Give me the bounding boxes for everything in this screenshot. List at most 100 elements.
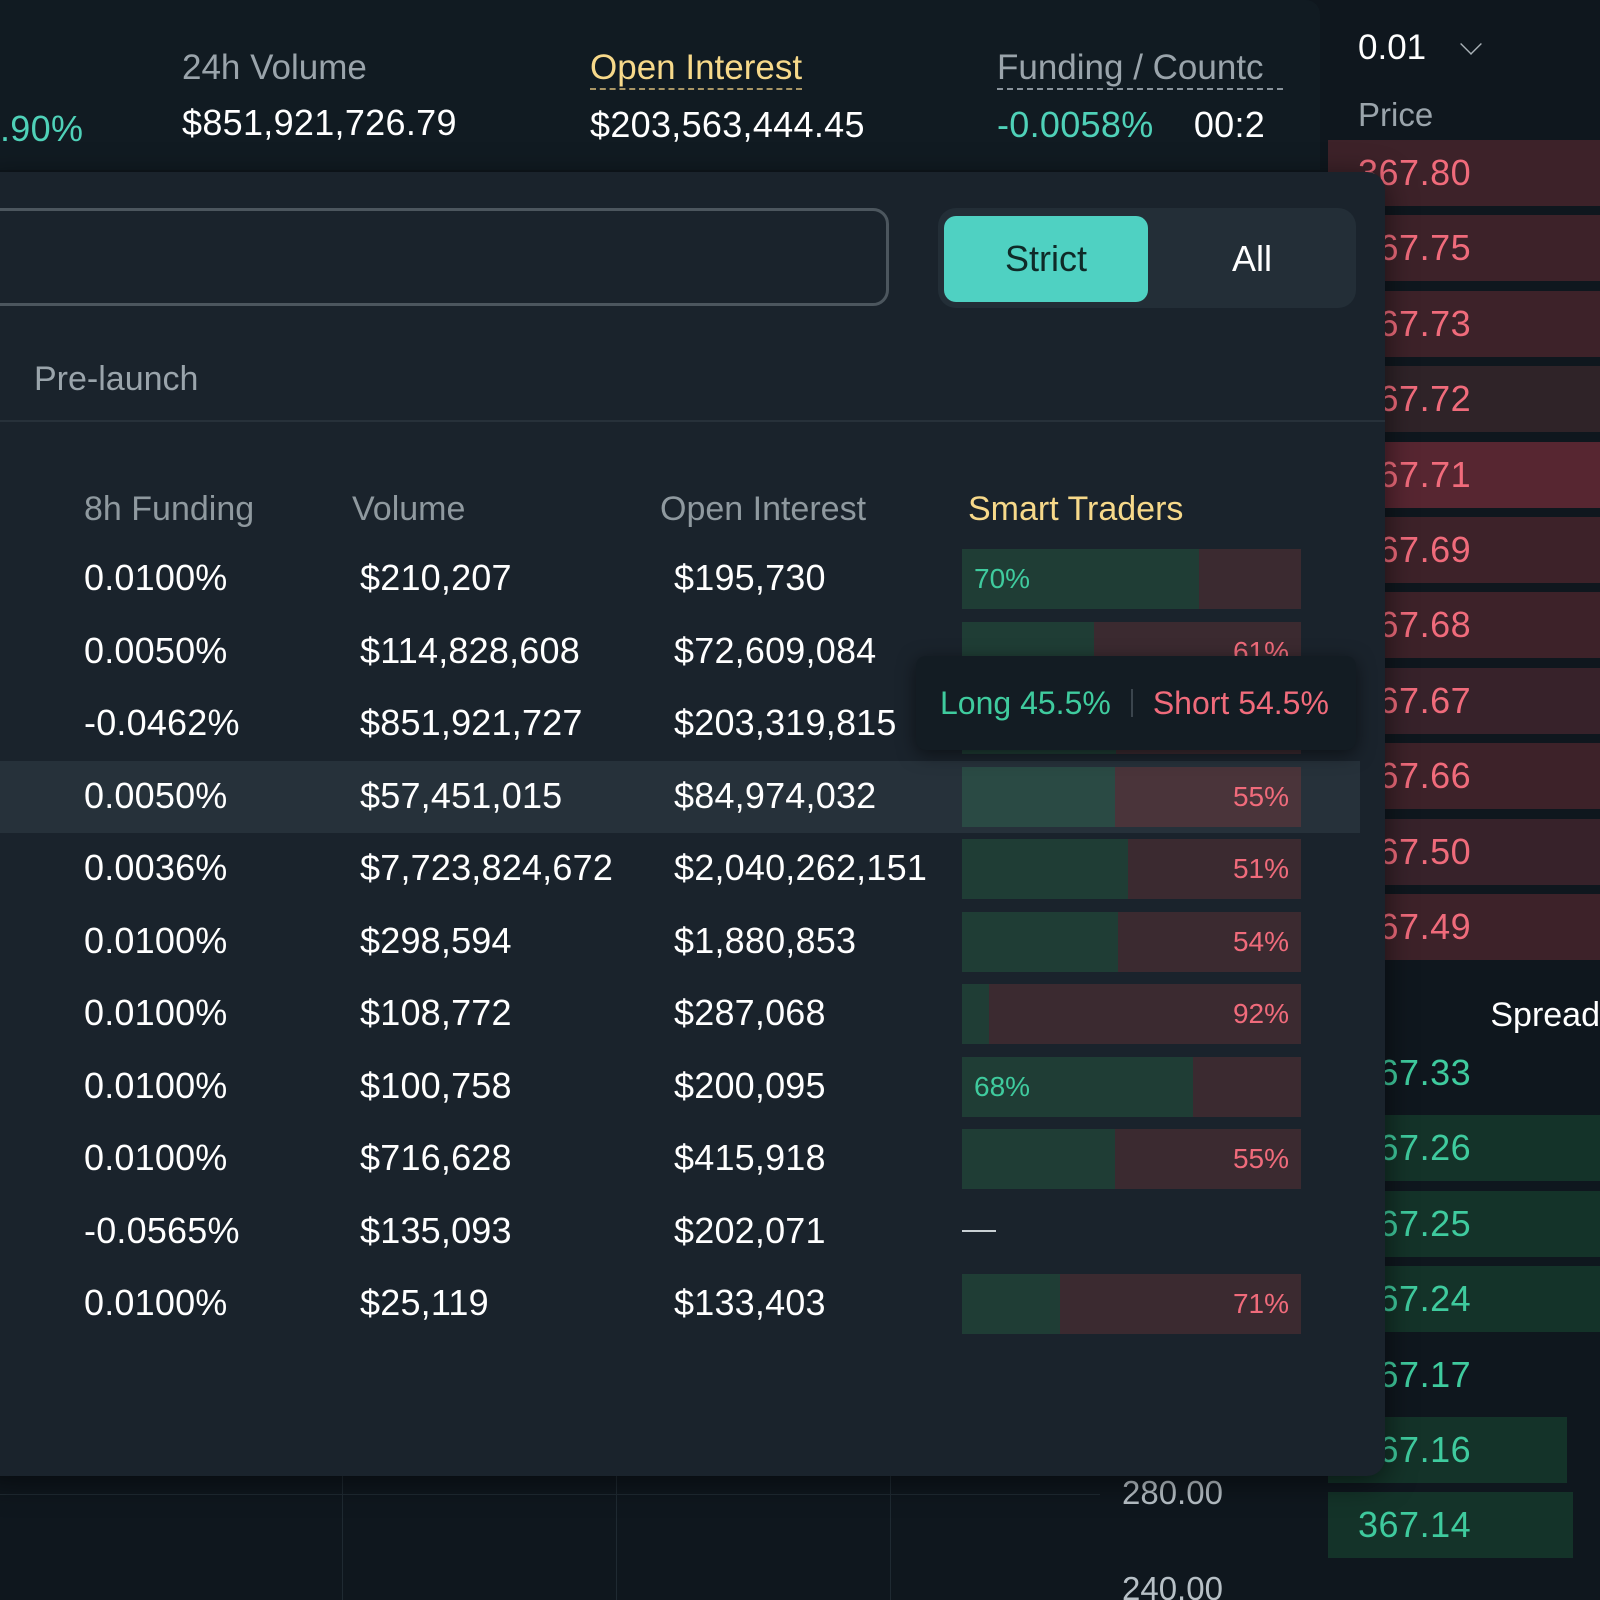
cell-open-interest: $72,609,084	[674, 629, 877, 671]
market-row[interactable]: 0.0100% $108,772 $287,068 92%	[0, 978, 1360, 1050]
funding-stat[interactable]: Funding / Countc -0.0058% 00:2	[997, 48, 1283, 146]
open-interest-stat[interactable]: Open Interest $203,563,444.45	[590, 48, 865, 146]
chart-gridline	[342, 1420, 343, 1600]
chevron-down-icon	[1460, 33, 1483, 55]
market-row[interactable]: 0.0050% $57,451,015 $84,974,032 55%	[0, 760, 1360, 833]
smart-traders-long-fill	[962, 549, 1200, 609]
market-row[interactable]: 0.0100% $25,119 $133,403 71%	[0, 1268, 1360, 1340]
column-header-volume[interactable]: Volume	[352, 490, 466, 528]
chart-gridline	[616, 1420, 617, 1600]
smart-traders-pct: 55%	[1232, 1143, 1289, 1174]
market-row[interactable]: -0.0565% $135,093 $202,071	[0, 1196, 1360, 1268]
tooltip-long: Long 45.5%	[940, 684, 1111, 721]
market-row[interactable]: 0.0100% $716,628 $415,918 55%	[0, 1123, 1360, 1195]
cell-volume: $851,921,727	[360, 702, 583, 743]
funding-rate-value: -0.0058%	[997, 104, 1154, 145]
smart-traders-pct: 54%	[1232, 925, 1289, 957]
tick-size-value: 0.01	[1358, 28, 1427, 67]
cell-volume: $135,093	[360, 1209, 512, 1251]
cell-funding: 0.0050%	[84, 774, 228, 816]
volume-value: $851,921,726.79	[182, 102, 457, 143]
chart-y-tick: 240.00	[1122, 1570, 1223, 1600]
tab-pre-launch[interactable]: Pre-launch	[34, 360, 199, 398]
smart-traders-pct: 68%	[974, 1070, 1031, 1102]
cell-open-interest: $287,068	[674, 992, 826, 1033]
tooltip-short: Short 54.5%	[1152, 684, 1329, 721]
smart-traders-long-fill	[962, 984, 990, 1044]
search-input[interactable]	[0, 208, 889, 306]
smart-traders-pct: 55%	[1232, 780, 1289, 812]
smart-traders-pct: 92%	[1232, 998, 1289, 1029]
smart-traders-bar[interactable]: 70%	[962, 549, 1301, 609]
column-header-open-interest[interactable]: Open Interest	[660, 490, 867, 528]
cell-open-interest: $2,040,262,151	[674, 847, 928, 888]
cell-open-interest: $195,730	[674, 557, 826, 598]
funding-values: -0.0058% 00:2	[997, 104, 1283, 146]
cell-volume: $57,451,015	[360, 774, 563, 816]
smart-traders-bar[interactable]: 92%	[962, 984, 1301, 1044]
filter-strict-button[interactable]: Strict	[944, 216, 1148, 302]
market-row[interactable]: 0.0100% $210,207 $195,730 70%	[0, 543, 1360, 615]
cell-open-interest: $202,071	[674, 1209, 826, 1251]
market-selector-panel: Strict All Pre-launch 8h Funding Volume …	[0, 172, 1385, 1476]
smart-traders-tooltip: Long 45.5% Short 54.5%	[916, 656, 1356, 750]
tick-size-select[interactable]: 0.01	[1358, 28, 1483, 68]
smart-traders-bar[interactable]: 51%	[962, 839, 1301, 899]
smart-traders-long-fill	[962, 911, 1118, 972]
funding-countdown: 00:2	[1193, 104, 1266, 145]
open-interest-label[interactable]: Open Interest	[590, 48, 803, 90]
divider	[0, 420, 1385, 422]
filter-all-button[interactable]: All	[1231, 238, 1272, 279]
cell-funding: -0.0462%	[84, 702, 240, 743]
cell-volume: $210,207	[360, 557, 512, 598]
smart-traders-long-fill	[962, 1056, 1193, 1117]
market-row[interactable]: 0.0100% $100,758 $200,095 68%	[0, 1051, 1360, 1123]
cell-funding: 0.0100%	[84, 1137, 228, 1178]
cell-volume: $716,628	[360, 1137, 512, 1178]
cell-funding: -0.0565%	[84, 1209, 240, 1251]
chart-gridline	[890, 1420, 891, 1600]
column-header-funding[interactable]: 8h Funding	[84, 490, 255, 528]
bid-level-row[interactable]: 367.14	[1328, 1492, 1600, 1559]
smart-traders-bar[interactable]: 68%	[962, 1056, 1301, 1117]
smart-traders-long-fill	[962, 839, 1129, 899]
cell-volume: $114,828,608	[360, 629, 580, 671]
bid-depth-bar	[1328, 1492, 1573, 1559]
cell-open-interest: $415,918	[674, 1137, 826, 1178]
smart-traders-bar[interactable]: 55%	[962, 1129, 1301, 1189]
cell-volume: $298,594	[360, 919, 512, 961]
cell-funding: 0.0100%	[84, 919, 228, 961]
funding-label[interactable]: Funding / Countc	[997, 48, 1283, 90]
smart-traders-bar[interactable]: 71%	[962, 1274, 1301, 1334]
strict-all-toggle: Strict All	[938, 208, 1356, 308]
volume-stat: 24h Volume $851,921,726.79	[182, 48, 457, 144]
column-header-smart-traders[interactable]: Smart Traders	[968, 490, 1184, 528]
smart-traders-long-fill	[962, 766, 1115, 827]
smart-traders-pct: 51%	[1232, 853, 1289, 884]
cell-funding: 0.0036%	[84, 847, 228, 888]
smart-traders-long-fill	[962, 1129, 1115, 1189]
spread-label: Spread	[1490, 996, 1600, 1034]
cell-funding: 0.0100%	[84, 1064, 228, 1106]
cell-funding: 0.0100%	[84, 557, 228, 598]
smart-traders-pct: 70%	[974, 563, 1031, 594]
smart-traders-bar[interactable]: 54%	[962, 911, 1301, 972]
cell-open-interest: $133,403	[674, 1282, 826, 1323]
price-header: Price	[1358, 96, 1434, 133]
cell-open-interest: $203,319,815	[674, 702, 897, 743]
change-value: .90%	[0, 108, 84, 149]
chart-gridline	[0, 1494, 1100, 1495]
smart-traders-bar[interactable]: 55%	[962, 766, 1301, 827]
market-stats-bar: .90% 24h Volume $851,921,726.79 Open Int…	[0, 0, 1320, 170]
cell-volume: $7,723,824,672	[360, 847, 614, 888]
volume-label: 24h Volume	[182, 48, 367, 87]
market-row[interactable]: 0.0100% $298,594 $1,880,853 54%	[0, 906, 1360, 978]
cell-funding: 0.0050%	[84, 629, 228, 671]
smart-traders-empty	[962, 1229, 996, 1232]
cell-open-interest: $1,880,853	[674, 919, 857, 961]
chart-y-tick: 280.00	[1122, 1474, 1223, 1511]
market-row[interactable]: 0.0036% $7,723,824,672 $2,040,262,151 51%	[0, 833, 1360, 905]
tooltip-separator	[1130, 689, 1133, 717]
cell-volume: $100,758	[360, 1064, 512, 1106]
